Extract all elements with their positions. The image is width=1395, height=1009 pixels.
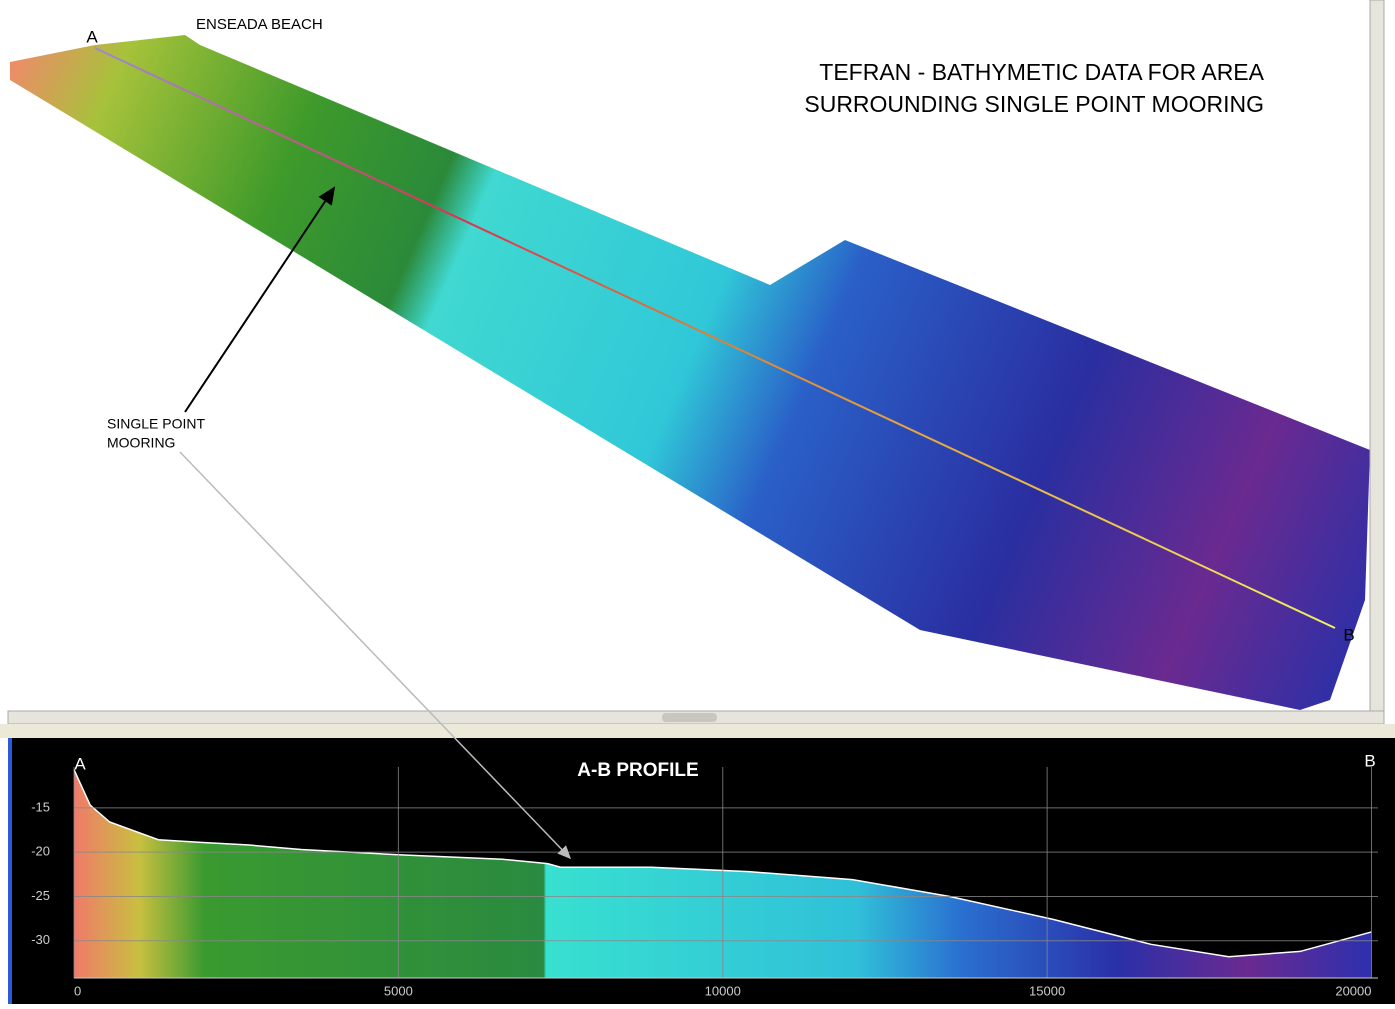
beach-label: ENSEADA BEACH [196, 16, 323, 33]
point-a-label: A [86, 27, 98, 46]
x-tick-label: 20000 [1335, 983, 1371, 998]
page: A B ENSEADA BEACH TEFRAN - BATHYMETIC DA… [0, 0, 1395, 1004]
end-label: B [1364, 751, 1375, 770]
scroll-thumb[interactable] [662, 713, 717, 722]
y-tick-label: -30 [31, 932, 50, 947]
mooring-label: SINGLE POINT [107, 416, 205, 432]
x-tick-label: 15000 [1029, 983, 1065, 998]
chart-title: A-B PROFILE [577, 760, 698, 781]
y-tick-label: -25 [31, 888, 50, 903]
map-title: SURROUNDING SINGLE POINT MOORING [804, 91, 1264, 117]
mooring-label: MOORING [107, 435, 175, 451]
x-tick-label: 0 [74, 983, 81, 998]
seabed-surface [10, 35, 1370, 710]
ab-section-line [95, 48, 1335, 628]
point-b-label: B [1343, 625, 1354, 644]
x-tick-label: 10000 [705, 983, 741, 998]
y-tick-label: -15 [31, 799, 50, 814]
vertical-scrollbar[interactable] [1370, 0, 1384, 712]
screen: A B ENSEADA BEACH TEFRAN - BATHYMETIC DA… [0, 0, 1395, 1004]
map-title: TEFRAN - BATHYMETIC DATA FOR AREA [819, 59, 1264, 85]
x-tick-label: 5000 [384, 983, 413, 998]
start-label: A [74, 754, 86, 773]
panel-edge [8, 738, 12, 1004]
panel-gap [0, 724, 1395, 738]
y-tick-label: -20 [31, 844, 50, 859]
